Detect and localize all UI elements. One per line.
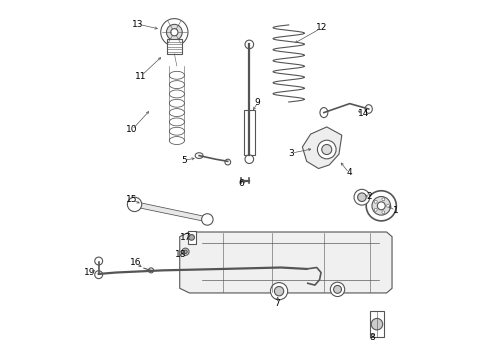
Circle shape [189, 234, 195, 240]
Circle shape [382, 198, 385, 201]
Text: 17: 17 [180, 233, 192, 242]
Text: 4: 4 [346, 168, 352, 177]
Circle shape [95, 271, 102, 279]
Circle shape [371, 319, 383, 330]
Circle shape [148, 268, 153, 273]
Text: 8: 8 [369, 333, 375, 342]
Text: 7: 7 [274, 299, 280, 308]
Text: 5: 5 [181, 156, 187, 165]
Circle shape [387, 204, 390, 207]
Text: 1: 1 [393, 206, 398, 215]
Text: 19: 19 [84, 268, 96, 277]
Circle shape [334, 285, 342, 293]
Text: 12: 12 [317, 23, 328, 32]
Text: 15: 15 [126, 195, 138, 204]
Text: 11: 11 [135, 72, 147, 81]
Circle shape [318, 140, 336, 159]
Circle shape [95, 257, 102, 265]
Circle shape [225, 159, 231, 165]
Circle shape [330, 282, 344, 297]
Text: 13: 13 [132, 19, 143, 28]
Circle shape [358, 193, 366, 202]
Circle shape [322, 144, 332, 154]
Polygon shape [180, 232, 392, 293]
Circle shape [374, 201, 377, 203]
Circle shape [354, 189, 370, 205]
Circle shape [377, 202, 385, 210]
Text: 9: 9 [255, 98, 260, 107]
Circle shape [182, 248, 189, 255]
Circle shape [382, 211, 385, 214]
Text: 6: 6 [239, 179, 245, 188]
Text: 2: 2 [366, 192, 371, 201]
Text: 18: 18 [175, 250, 186, 259]
Text: 3: 3 [289, 149, 294, 158]
Circle shape [161, 19, 188, 46]
Ellipse shape [195, 153, 203, 158]
Polygon shape [135, 202, 207, 222]
Circle shape [127, 197, 142, 212]
Circle shape [366, 191, 396, 221]
Circle shape [270, 283, 288, 300]
Text: 14: 14 [358, 109, 369, 118]
Text: 10: 10 [126, 125, 138, 134]
Circle shape [184, 250, 187, 253]
Ellipse shape [365, 105, 372, 113]
Circle shape [372, 197, 391, 215]
Circle shape [245, 155, 254, 163]
Circle shape [167, 24, 182, 40]
Circle shape [245, 40, 254, 49]
Bar [167, 39, 181, 54]
Text: 16: 16 [130, 258, 142, 267]
Circle shape [171, 29, 178, 36]
Ellipse shape [320, 108, 328, 118]
Circle shape [274, 287, 284, 296]
Circle shape [374, 208, 377, 211]
Bar [244, 110, 255, 155]
Bar [370, 311, 384, 337]
Bar [188, 231, 196, 244]
Circle shape [201, 214, 213, 225]
Polygon shape [302, 127, 342, 168]
